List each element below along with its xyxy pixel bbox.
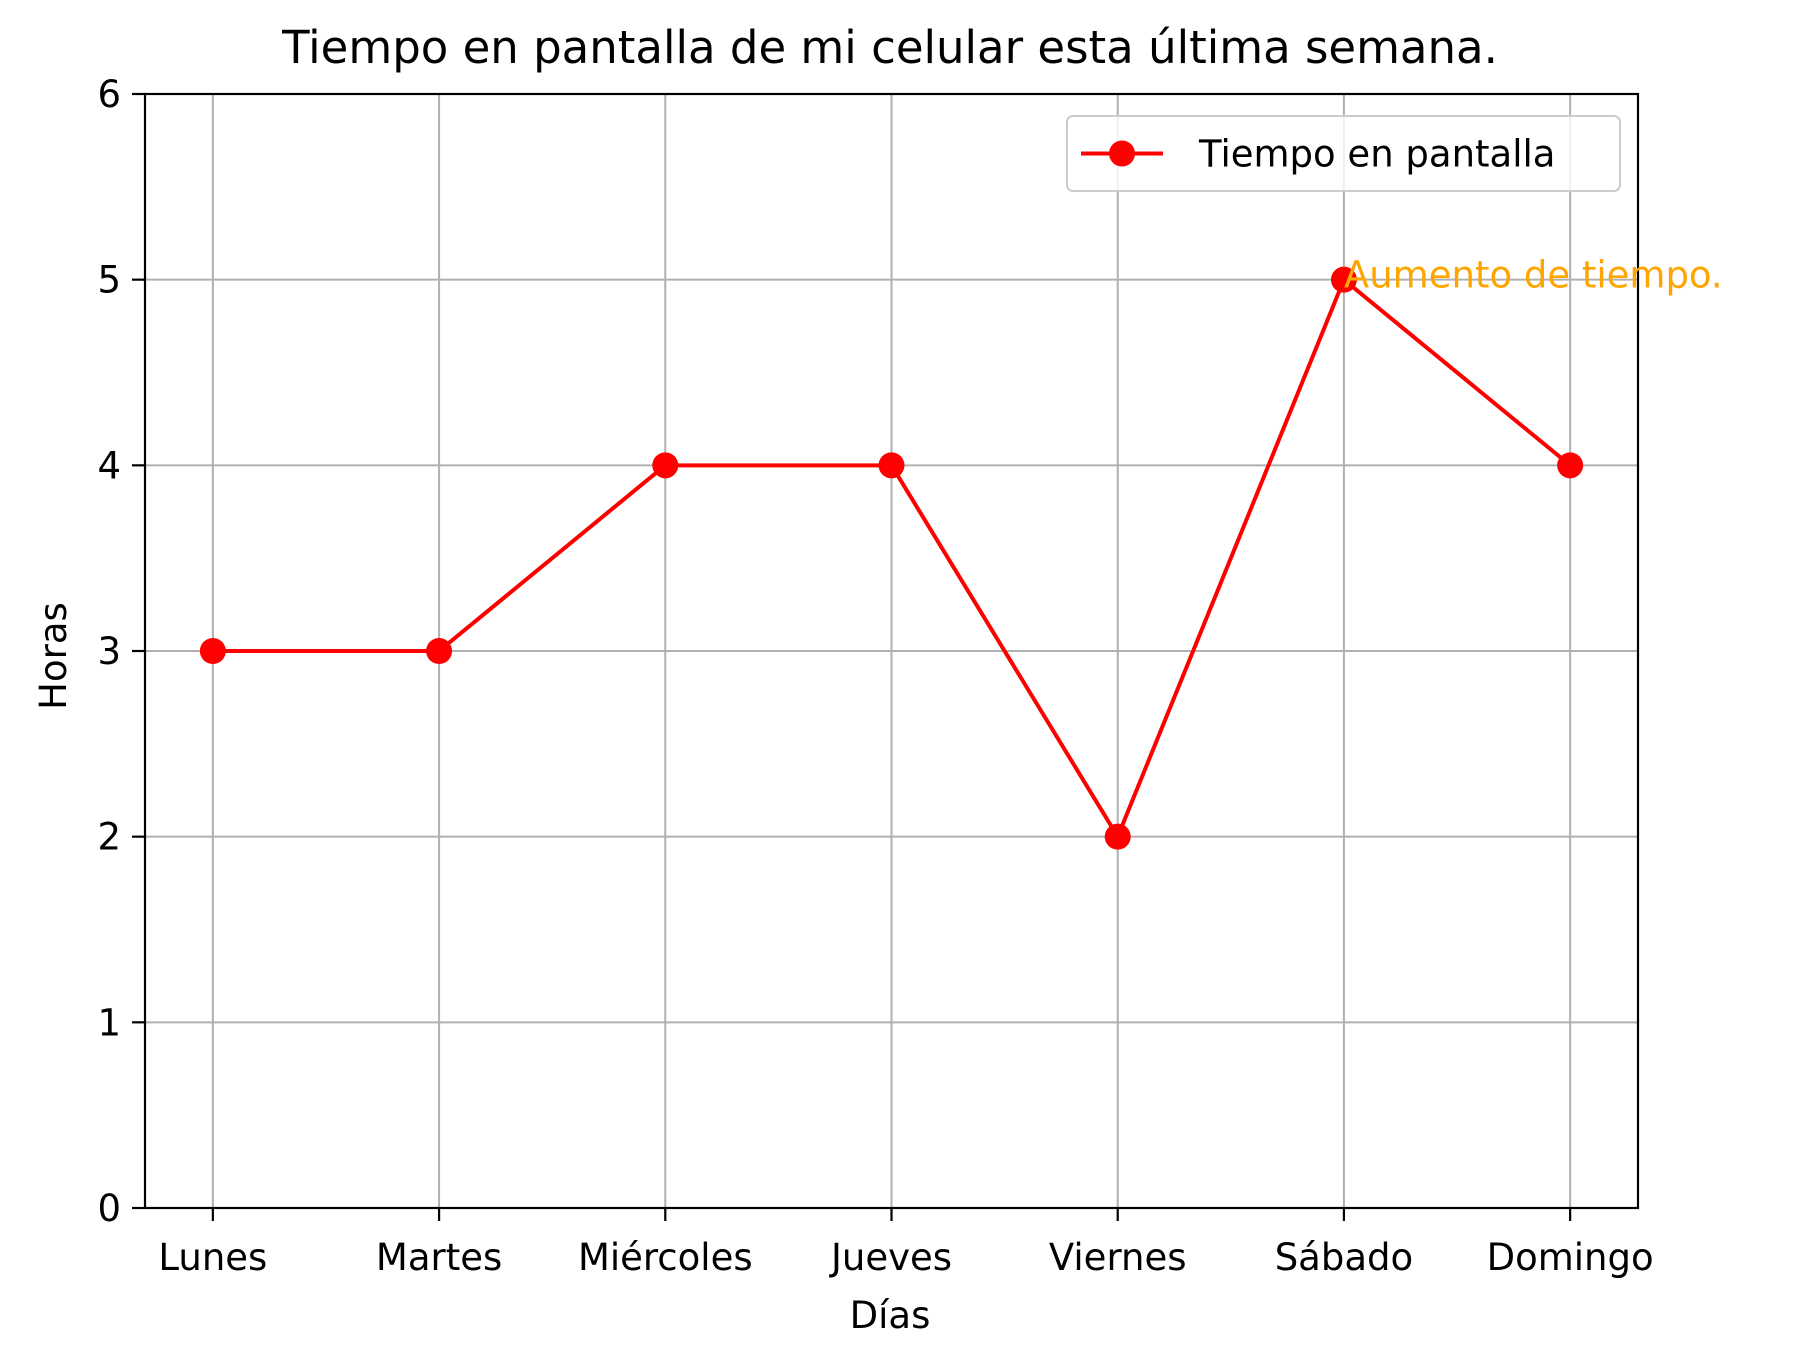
y-tick-label: 2 [97, 816, 121, 859]
legend-label: Tiempo en pantalla [1198, 133, 1555, 176]
data-point [199, 638, 226, 664]
legend-marker [1109, 140, 1135, 167]
legend-box [1066, 115, 1621, 192]
y-tick-label: 4 [97, 444, 121, 487]
y-tick-label: 1 [97, 1001, 121, 1044]
x-tick-label: Miércoles [578, 1236, 753, 1279]
series-layer [199, 266, 1584, 850]
data-point [652, 452, 679, 479]
y-tick-label: 6 [97, 73, 121, 116]
data-point [878, 452, 905, 479]
ticks: Lunes Martes Miércoles Jueves Viernes Sábado D… [97, 73, 1653, 1279]
x-tick-label: Jueves [829, 1236, 952, 1279]
x-tick-label: Martes [376, 1236, 502, 1279]
data-point [1104, 823, 1131, 850]
y-tick-label: 0 [97, 1187, 121, 1230]
x-tick-label: Viernes [1049, 1236, 1187, 1279]
chart-title: Tiempo en pantalla de mi celular esta úl… [281, 21, 1498, 74]
data-point [1557, 452, 1584, 479]
x-tick-label: Sábado [1275, 1236, 1413, 1279]
annotations: Aumento de tiempo. [1344, 254, 1723, 297]
y-tick-label: 5 [97, 259, 121, 302]
y-axis-title: Horas [32, 602, 75, 710]
legend: Tiempo en pantalla [1066, 115, 1621, 192]
annotation-text: Aumento de tiempo. [1344, 254, 1723, 297]
x-tick-label: Lunes [158, 1236, 267, 1279]
x-axis-title: Días [850, 1294, 931, 1337]
data-point [1330, 266, 1357, 293]
y-tick-label: 3 [97, 630, 121, 673]
data-point [426, 638, 453, 664]
x-tick-label: Domingo [1487, 1236, 1654, 1279]
